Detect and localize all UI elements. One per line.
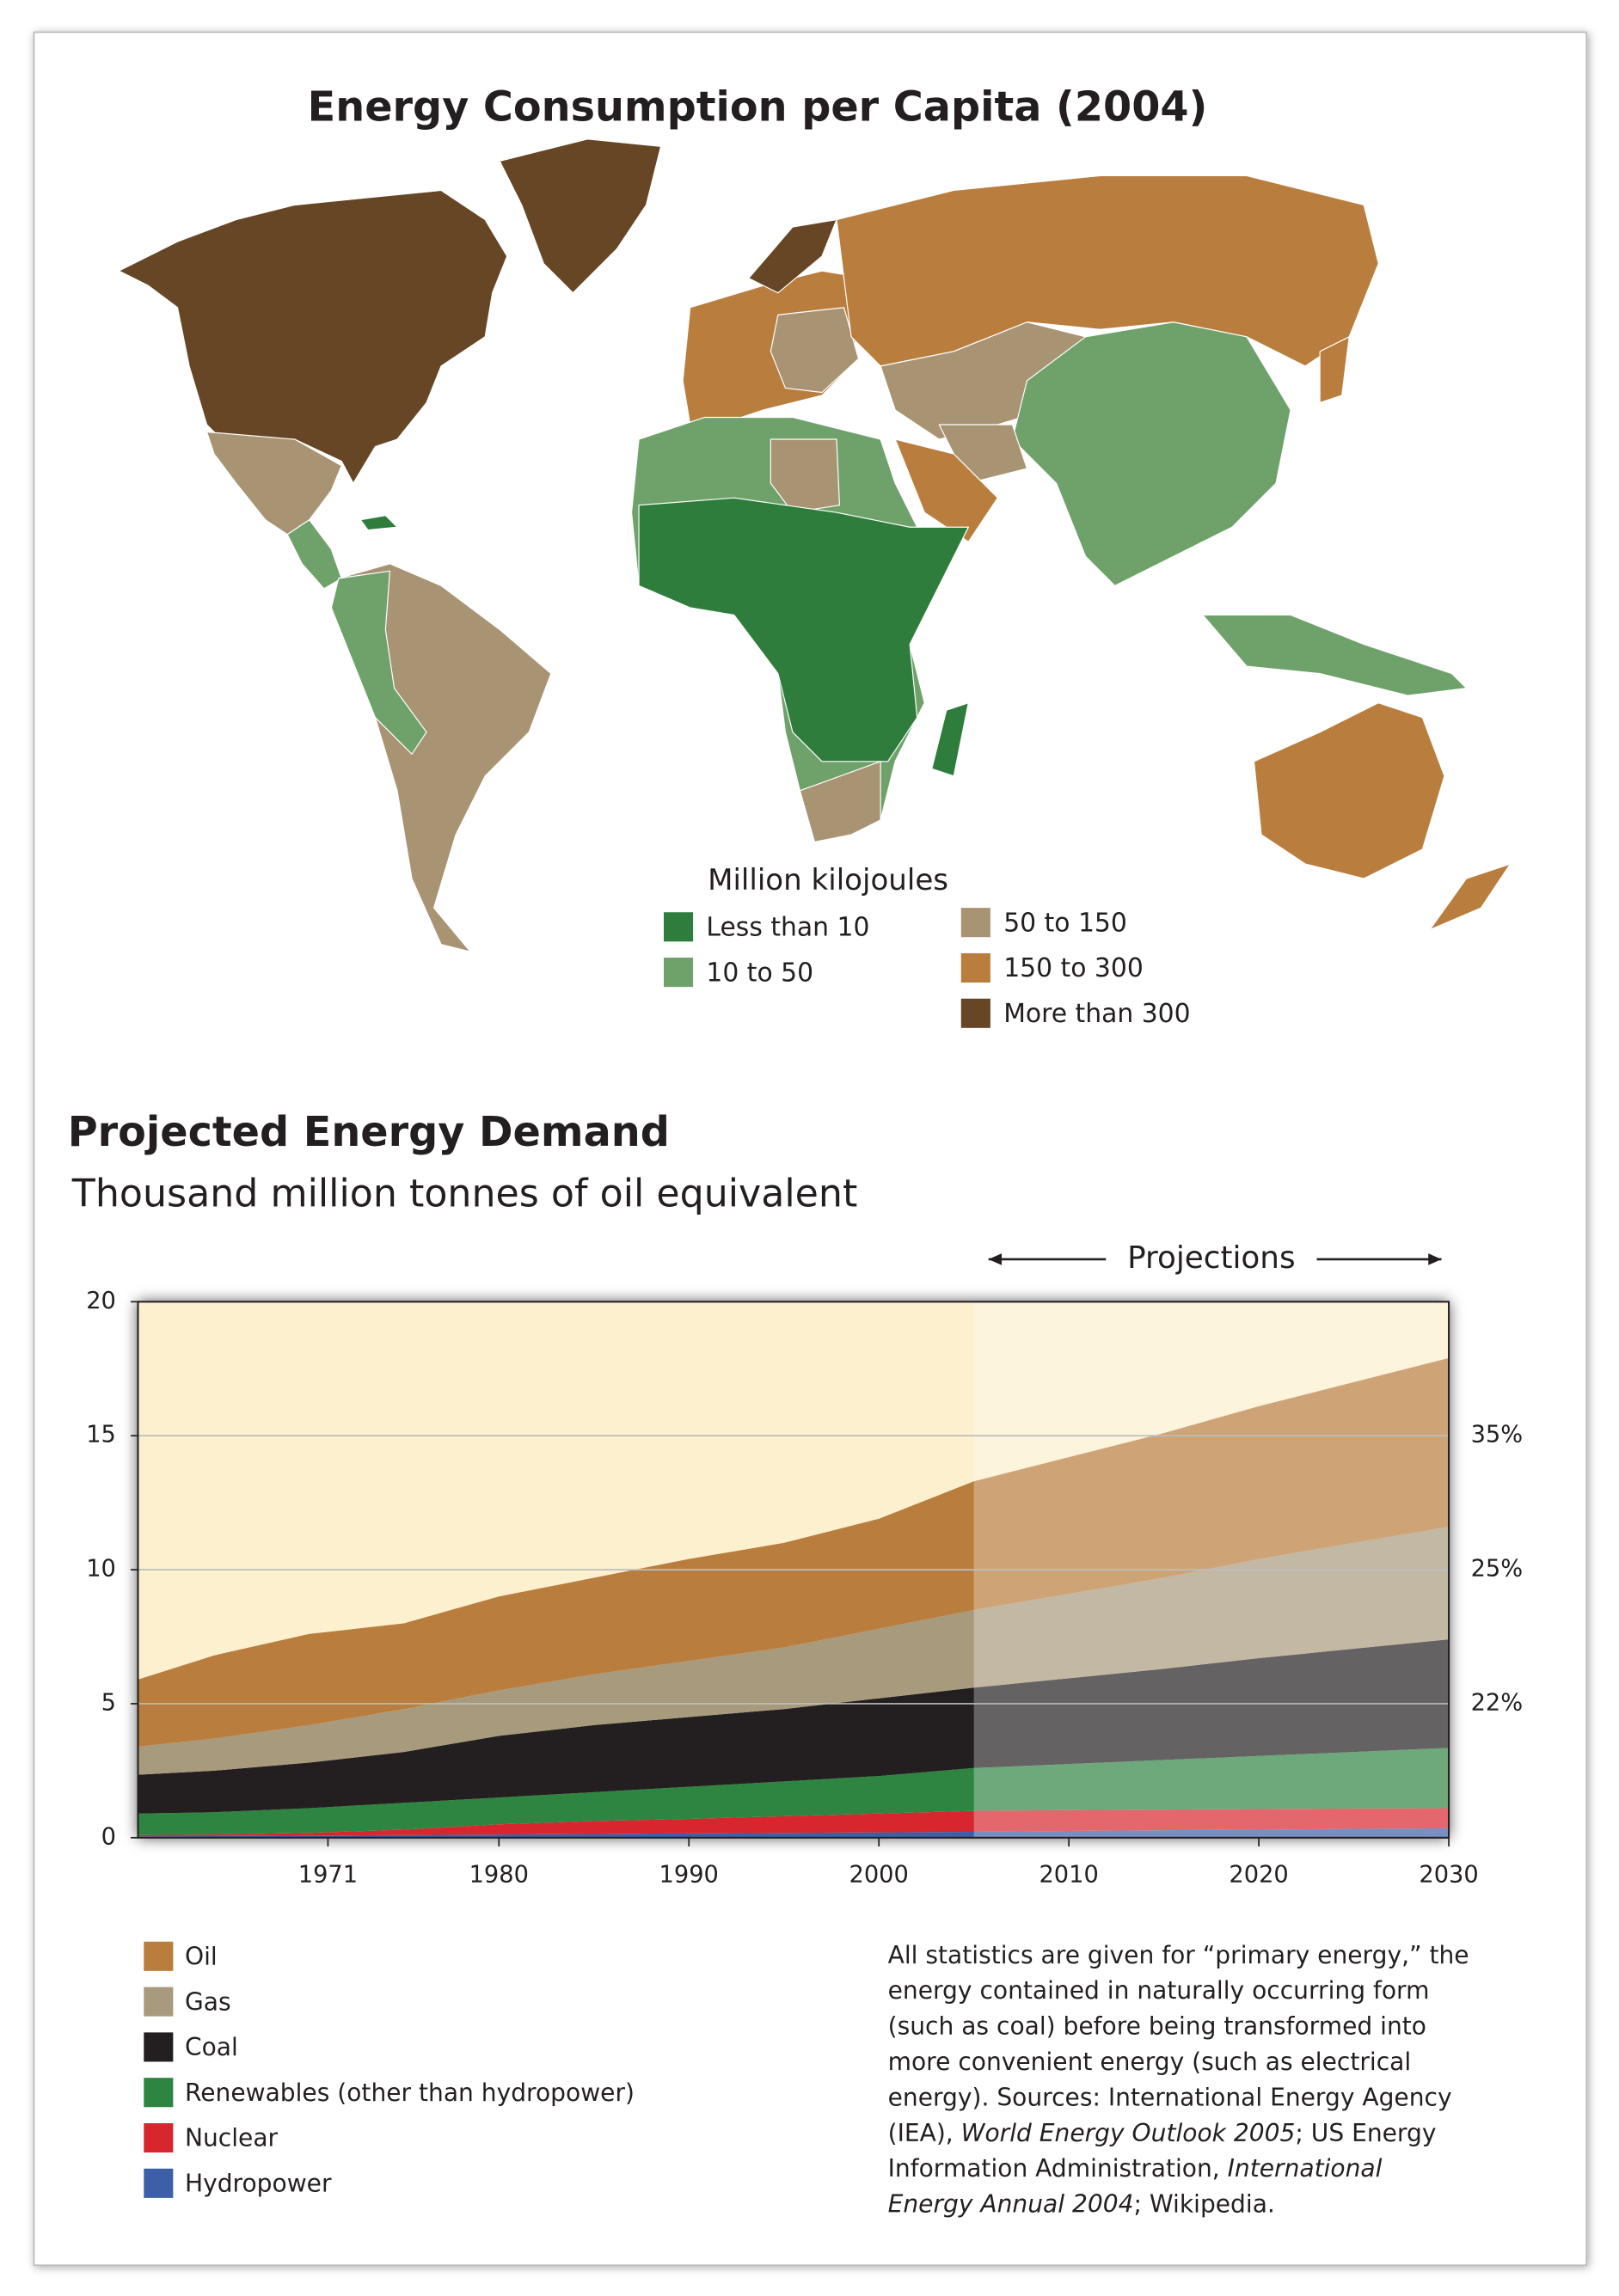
sahara [770,438,841,513]
legend-swatch [144,2168,174,2198]
legend-swatch [960,908,990,938]
note-text: International [1228,2154,1383,2183]
note-text: more convenient energy (such as electric… [888,2048,1412,2076]
legend-label: Oil [185,1943,218,1971]
legend-label: 10 to 50 [706,958,813,988]
north-america [118,189,508,484]
legend-swatch [960,952,990,983]
note-text: energy contained in naturally occurring … [888,1976,1430,2005]
x-tick-label: 2030 [1419,1862,1478,1889]
legend-swatch [144,1987,174,2017]
andes [330,570,427,755]
legend-swatch [144,1941,174,1971]
y-tick-label: 5 [101,1689,116,1716]
east-asia [1011,321,1291,586]
legend-label: 150 to 300 [1003,953,1144,983]
legend-swatch [144,2078,174,2108]
x-tick-label: 1971 [298,1862,358,1889]
southern-africa [799,761,881,843]
legend-label: Gas [185,1987,231,2016]
map-legend: Less than 10 10 to 50 50 to 150 150 to 300 M… [664,908,1191,1029]
legend-label: Renewables (other than hydropower) [185,2079,635,2107]
area [138,1808,1450,1837]
legend-label: More than 300 [1003,999,1190,1029]
madagascar [931,702,969,777]
map-title: Energy Consumption per Capita (2004) [308,84,1208,132]
arrow-head [988,1253,1003,1265]
legend-swatch [144,2122,174,2153]
note-text: ; Wikipedia. [1134,2190,1275,2219]
new-zealand [1429,863,1512,931]
scandinavia [748,218,837,294]
australia [1253,702,1445,879]
eastern-europe [770,307,860,394]
legend-label: Nuclear [185,2124,279,2152]
note-text: energy). Sources: International Energy A… [888,2083,1452,2111]
share-annotation: 25% [1471,1556,1524,1583]
x-tick-label: 1980 [469,1862,529,1889]
y-tick-label: 10 [86,1556,116,1583]
legend-label: Less than 10 [706,912,869,942]
arabia [894,438,998,542]
legend-swatch [664,958,694,988]
arrow-head [1428,1253,1442,1265]
note-text: Energy Annual 2004 [888,2190,1134,2219]
chart-title: Projected Energy Demand [68,1109,670,1156]
legend-swatch [664,912,694,942]
southeast-asia [1202,614,1468,696]
sub-saharan-africa [638,497,969,762]
share-annotation: 22% [1471,1689,1524,1716]
y-tick-label: 15 [86,1422,116,1448]
note-text: (such as coal) before being transformed … [888,2012,1426,2041]
area [138,1639,1450,1814]
map-legend-title: Million kilojoules [708,863,948,897]
area [138,1748,1450,1835]
greenland [499,138,662,294]
x-tick-label: 2000 [849,1862,909,1889]
chart-legend: Oil Gas Coal Renewables (other than hydropo… [144,1941,635,2198]
projection-label: Projections [1127,1240,1296,1276]
note-text: All statistics are given for “primary en… [888,1941,1469,1969]
note-text: World Energy Outlook 2005 [961,2119,1296,2147]
legend-swatch [960,998,990,1028]
legend-label: Coal [185,2033,238,2061]
note-text: Information Administration, [888,2154,1228,2183]
chart-subtitle: Thousand million tonnes of oil equivalen… [71,1172,858,1216]
world-map [118,138,1512,952]
note-text: ; US Energy [1295,2119,1436,2147]
legend-swatch [144,2032,174,2062]
x-tick-label: 2010 [1039,1862,1098,1889]
japan [1319,336,1350,404]
plot-frame [137,1301,1450,1839]
area [138,1828,1450,1838]
legend-label: Hydropower [185,2170,332,2198]
x-tick-label: 1990 [659,1862,719,1889]
y-tick-label: 20 [86,1288,116,1314]
legend-label: 50 to 150 [1003,908,1127,938]
x-tick-label: 2020 [1229,1862,1288,1889]
share-annotation: 35% [1471,1422,1524,1448]
area [138,1357,1450,1747]
source-note: All statistics are given for “primary en… [888,1941,1469,2219]
axes: 0 5 10 15 20 1971 1980 1990 2000 2010 2020 2030 35% 2… [86,1240,1523,1889]
caribbean [359,515,398,531]
area [138,1527,1450,1775]
y-tick-label: 0 [101,1823,116,1850]
note-text: (IEA), [888,2119,961,2147]
